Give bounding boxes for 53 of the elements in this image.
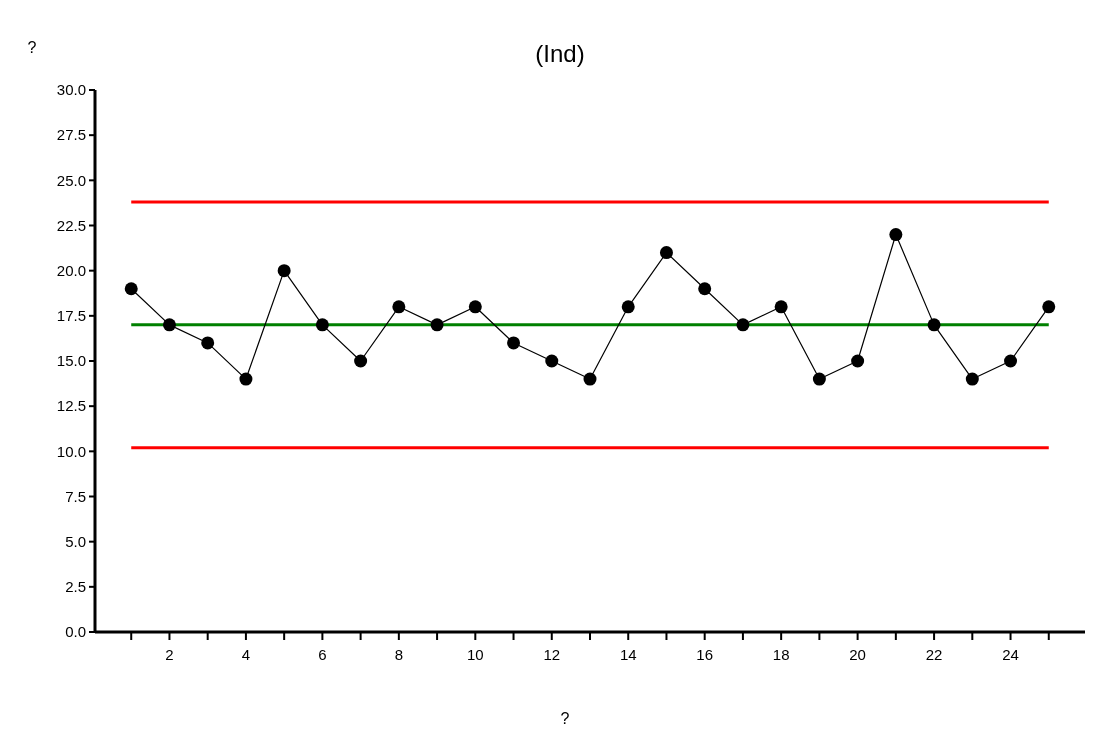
point — [545, 354, 559, 368]
point — [736, 318, 750, 332]
x-tick-label: 4 — [241, 646, 251, 663]
point — [354, 354, 368, 368]
point — [277, 264, 291, 278]
x-tick-label: 8 — [394, 646, 404, 663]
point — [851, 354, 865, 368]
x-axis-title: ? — [560, 710, 570, 727]
x-tick-label: 16 — [696, 646, 714, 663]
x-tick-label: 2 — [165, 646, 174, 663]
point — [124, 282, 138, 296]
x-tick-label: 18 — [772, 646, 790, 663]
y-tick-label: 22.5 — [56, 216, 86, 234]
chart-title: (Ind) — [535, 40, 585, 67]
y-tick-label: 12.5 — [56, 397, 86, 415]
x-tick-label: 6 — [318, 646, 327, 663]
y-tick-label: 5.0 — [65, 532, 86, 550]
y-tick-label: 30.0 — [56, 81, 86, 99]
point — [507, 336, 521, 350]
point — [583, 372, 597, 386]
x-tick-label: 20 — [849, 646, 866, 663]
point — [392, 300, 406, 314]
point — [965, 372, 979, 386]
y-tick-label: 10.0 — [56, 442, 86, 460]
x-tick-label: 14 — [619, 646, 637, 663]
y-tick-label: 27.5 — [56, 126, 86, 144]
point — [201, 336, 215, 350]
x-tick-label: 10 — [466, 646, 484, 663]
y-tick-label: 2.5 — [65, 578, 86, 596]
y-tick-label: 7.5 — [65, 487, 86, 505]
point — [162, 318, 176, 332]
point — [315, 318, 329, 332]
y-tick-label: 20.0 — [56, 261, 86, 279]
point — [239, 372, 253, 386]
y-tick-label: 17.5 — [56, 307, 86, 325]
point — [927, 318, 941, 332]
x-tick-label: 12 — [543, 646, 561, 663]
point — [468, 300, 482, 314]
point — [774, 300, 788, 314]
x-tick-label: 24 — [1002, 646, 1019, 663]
point — [889, 228, 903, 242]
point — [1042, 300, 1056, 314]
point — [1004, 354, 1018, 368]
point — [430, 318, 444, 332]
y-axis-title: ? — [27, 39, 37, 56]
y-tick-label: 15.0 — [56, 352, 86, 370]
x-tick-label: 22 — [925, 646, 943, 663]
point — [621, 300, 635, 314]
point — [698, 282, 712, 296]
y-tick-label: 25.0 — [56, 171, 86, 189]
point — [812, 372, 826, 386]
point — [659, 246, 673, 260]
y-tick-label: 0.0 — [65, 623, 86, 641]
